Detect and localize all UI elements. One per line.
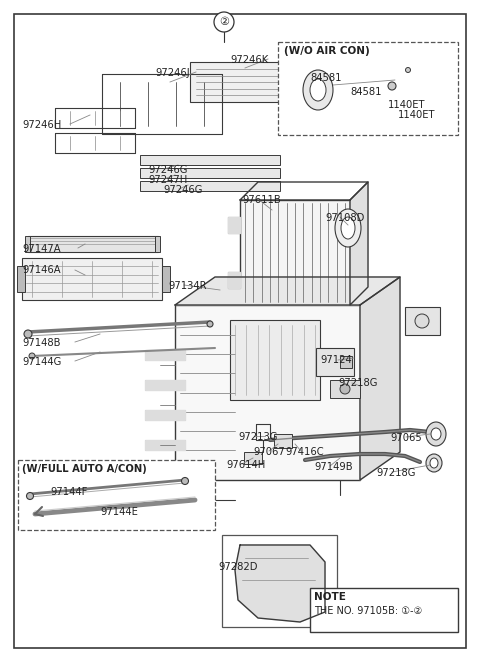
Bar: [274, 434, 292, 448]
Bar: [25, 236, 30, 252]
Bar: [22, 258, 162, 300]
Bar: [230, 320, 320, 400]
Text: 97144E: 97144E: [100, 507, 138, 517]
Text: THE NO. 97105B: ①-②: THE NO. 97105B: ①-②: [314, 606, 422, 616]
Text: (W/FULL AUTO A/CON): (W/FULL AUTO A/CON): [22, 464, 147, 474]
Polygon shape: [350, 182, 368, 305]
Text: 97144G: 97144G: [22, 357, 61, 367]
Bar: [222, 535, 337, 627]
Ellipse shape: [303, 70, 333, 110]
Text: 97218G: 97218G: [376, 468, 416, 478]
Bar: [330, 380, 360, 398]
Polygon shape: [145, 410, 185, 420]
Ellipse shape: [431, 428, 441, 440]
Bar: [162, 266, 170, 292]
Text: 84581: 84581: [310, 73, 341, 83]
Bar: [140, 155, 280, 165]
Ellipse shape: [426, 422, 446, 446]
Polygon shape: [145, 350, 185, 360]
Ellipse shape: [181, 477, 189, 485]
Text: 97246H: 97246H: [22, 120, 61, 130]
Text: 97149B: 97149B: [314, 462, 353, 472]
Ellipse shape: [415, 314, 429, 328]
Text: 97108D: 97108D: [325, 213, 364, 223]
Ellipse shape: [335, 209, 361, 247]
Text: 97247H: 97247H: [148, 175, 187, 185]
Text: 97134R: 97134R: [168, 281, 206, 291]
Bar: [18, 460, 215, 530]
Bar: [405, 307, 440, 335]
Text: 97282D: 97282D: [218, 562, 257, 572]
Bar: [278, 42, 458, 135]
Ellipse shape: [341, 217, 355, 239]
Text: 97246G: 97246G: [148, 165, 188, 175]
Ellipse shape: [26, 493, 34, 500]
Polygon shape: [175, 277, 400, 305]
Text: 97067: 97067: [253, 447, 285, 457]
Ellipse shape: [207, 321, 213, 327]
Polygon shape: [235, 545, 325, 622]
Text: (W/O AIR CON): (W/O AIR CON): [284, 46, 370, 56]
Bar: [190, 62, 345, 102]
Polygon shape: [360, 277, 400, 480]
Text: 97246J: 97246J: [155, 68, 190, 78]
Text: 1140ET: 1140ET: [388, 100, 425, 110]
Bar: [28, 236, 158, 252]
Text: ②: ②: [219, 17, 229, 27]
Ellipse shape: [310, 79, 326, 101]
Text: 97148B: 97148B: [22, 338, 60, 348]
Ellipse shape: [29, 353, 35, 359]
Text: 97614H: 97614H: [226, 460, 265, 470]
Text: 97213G: 97213G: [238, 432, 277, 442]
Bar: [310, 588, 458, 632]
Text: NOTE: NOTE: [314, 592, 346, 602]
Bar: [17, 266, 25, 292]
Ellipse shape: [426, 454, 442, 472]
Ellipse shape: [388, 82, 396, 90]
Polygon shape: [228, 272, 240, 288]
Ellipse shape: [24, 330, 32, 338]
Polygon shape: [145, 380, 185, 390]
Bar: [316, 348, 354, 376]
Text: 1140ET: 1140ET: [398, 110, 435, 120]
Polygon shape: [145, 440, 185, 450]
Text: 97147A: 97147A: [22, 244, 60, 254]
Bar: [240, 200, 350, 305]
Bar: [340, 356, 352, 368]
Bar: [140, 181, 280, 191]
Text: 97146A: 97146A: [22, 265, 60, 275]
Bar: [244, 452, 262, 464]
Text: 97611B: 97611B: [242, 195, 281, 205]
Ellipse shape: [340, 384, 350, 394]
Ellipse shape: [406, 68, 410, 73]
Circle shape: [214, 12, 234, 32]
Polygon shape: [228, 217, 240, 233]
Ellipse shape: [430, 458, 438, 468]
Text: 97218G: 97218G: [338, 378, 377, 388]
Text: 97416C: 97416C: [285, 447, 324, 457]
Text: 97246G: 97246G: [163, 185, 203, 195]
Bar: [175, 305, 360, 480]
Text: 84581: 84581: [350, 87, 382, 97]
Text: 97124: 97124: [320, 355, 352, 365]
Text: 97246K: 97246K: [230, 55, 268, 65]
Bar: [155, 236, 160, 252]
Text: 97065: 97065: [390, 433, 422, 443]
Text: 97144F: 97144F: [50, 487, 87, 497]
Bar: [140, 168, 280, 178]
